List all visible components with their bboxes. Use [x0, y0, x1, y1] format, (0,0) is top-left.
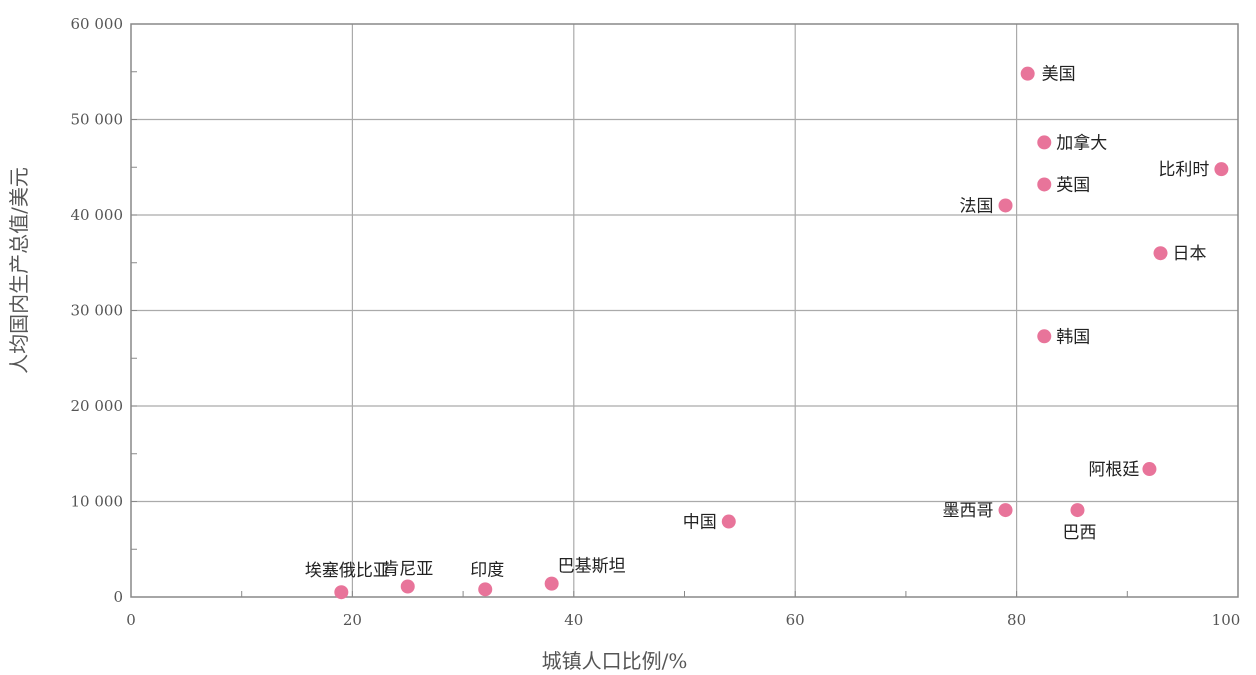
x-tick-label: 40: [564, 611, 583, 629]
x-tick-label: 100: [1212, 611, 1241, 629]
data-point-label: 埃塞俄比亚: [305, 561, 390, 581]
data-point-label: 肯尼亚: [382, 559, 433, 579]
y-axis-title: 人均国内生产总值/美元: [7, 167, 31, 374]
data-point-label: 印度: [470, 560, 504, 580]
minor-ticks: [130, 23, 1239, 598]
data-point-label: 加拿大: [1056, 132, 1107, 153]
y-tick-label: 40 000: [71, 206, 124, 224]
data-point: [334, 585, 349, 600]
data-point-label: 美国: [1042, 65, 1076, 85]
data-point-label: 中国: [683, 513, 717, 533]
y-tick-label: 50 000: [71, 111, 124, 129]
data-point: [400, 579, 415, 594]
x-axis-title: 城镇人口比例/%: [542, 649, 688, 673]
y-tick-label: 0: [113, 588, 123, 606]
data-point-label: 法国: [960, 196, 994, 216]
y-tick-label: 60 000: [71, 15, 124, 33]
data-point-label: 巴西: [1062, 523, 1096, 543]
data-point: [1153, 246, 1168, 261]
data-point: [998, 198, 1013, 213]
x-tick-label: 20: [343, 611, 362, 629]
tick-labels: 0 20 40 60 80 100 0 10 000 20 000 30 000 40 000 50 …: [71, 15, 1241, 629]
y-tick-label: 10 000: [71, 493, 124, 511]
x-tick-label: 0: [126, 611, 136, 629]
data-point: [1070, 503, 1085, 518]
data-point: [1037, 135, 1052, 150]
data-point-label: 阿根廷: [1088, 460, 1139, 480]
data-point-label: 英国: [1056, 175, 1090, 195]
data-points: [334, 66, 1229, 600]
data-point: [1020, 66, 1035, 81]
data-point: [1037, 177, 1052, 192]
y-tick-label: 30 000: [71, 302, 124, 320]
data-point-label: 巴基斯坦: [558, 557, 626, 577]
x-tick-label: 60: [786, 611, 805, 629]
y-tick-label: 20 000: [71, 397, 124, 415]
data-point: [544, 576, 559, 591]
data-point: [478, 582, 493, 597]
x-tick-label: 80: [1007, 611, 1026, 629]
plot-area-frame: [130, 23, 1239, 598]
data-point: [721, 514, 736, 529]
data-point-label: 比利时: [1158, 160, 1209, 180]
data-point: [1037, 329, 1052, 344]
data-point-label: 韩国: [1056, 327, 1090, 347]
data-point-label: 日本: [1173, 244, 1207, 264]
data-point: [998, 503, 1013, 518]
data-point: [1214, 162, 1229, 177]
grid-lines: [131, 24, 1238, 597]
data-point-label: 墨西哥: [943, 501, 994, 521]
data-point: [1142, 462, 1157, 477]
